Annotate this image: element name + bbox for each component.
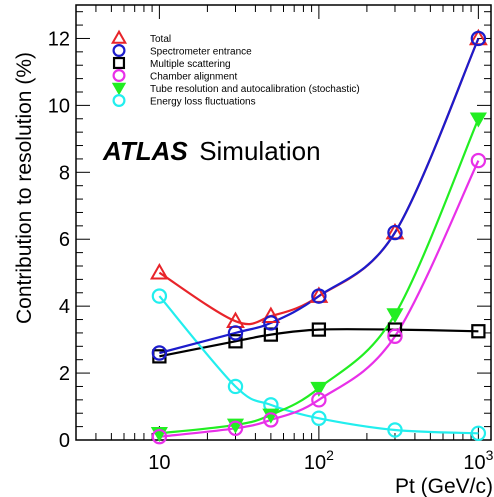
legend-label: Chamber alignment [150,72,237,83]
legend-label: Multiple scattering [150,59,231,70]
legend-marker [112,93,126,107]
legend-label: Tube resolution and autocalibration (sto… [150,84,360,95]
data-point [227,420,244,436]
x-tick-base: 10 [148,452,170,474]
legend-label: Total [150,34,171,45]
atlas-label-bold: ATLAS [102,136,188,166]
legend-label: Energy loss fluctuations [150,97,256,108]
x-axis-title: Pt (GeV/c) [395,475,493,497]
legend-marker [110,29,128,44]
data-point [386,308,404,324]
data-point [311,288,327,304]
data-point [151,288,168,304]
data-point [227,325,244,341]
plot-border [75,4,492,441]
data-point [311,322,327,337]
legend-marker [112,56,126,70]
legend-marker [111,82,127,96]
x-tick-base: 10 [304,452,326,474]
data-point [311,392,327,408]
data-point [470,152,487,169]
atlas-label-normal: Simulation [199,136,320,166]
x-tick-base: 10 [463,452,485,474]
legend-marker [112,43,126,57]
data-point [387,224,403,241]
data-point [149,262,169,280]
y-tick-label: 12 [48,28,70,50]
data-point [387,328,403,344]
legend-label: Spectrometer entrance [150,47,252,58]
legend-marker [112,68,126,82]
data-point [469,112,487,128]
data-point [151,345,168,361]
data-point [387,422,403,438]
data-point [387,322,403,337]
x-tick-label: 103 [463,447,493,474]
y-tick-label: 2 [59,363,70,385]
y-tick-label: 4 [59,296,70,318]
data-point [471,324,486,339]
y-axis: 0 2 4 6 8 10 12 [48,11,491,452]
data-point [311,410,327,426]
x-tick-label: 10 [148,452,170,474]
x-tick-exponent: 3 [486,447,494,463]
data-point [228,334,243,349]
data-point [470,30,487,47]
x-axis: 10 102 103 [75,5,494,474]
data-point [227,378,244,395]
y-tick-label: 8 [59,162,70,184]
series-line [159,38,480,355]
data-point [261,306,281,323]
series-line [158,295,479,435]
data-point [263,315,279,331]
x-tick-exponent: 2 [326,447,334,463]
x-tick-label: 102 [304,447,334,474]
plot-frame [75,4,492,441]
y-tick-label: 6 [59,229,70,251]
data-point [151,428,168,445]
atlas-label: ATLAS Simulation [102,136,321,166]
y-axis-title: Contribution to resolution (%) [13,52,36,324]
data-point [263,412,279,428]
data-point [310,381,328,397]
data-point [470,425,487,442]
y-tick-label: 0 [59,430,70,452]
series-line [159,328,479,358]
y-tick-label: 10 [48,95,70,117]
series-markers [149,28,488,445]
